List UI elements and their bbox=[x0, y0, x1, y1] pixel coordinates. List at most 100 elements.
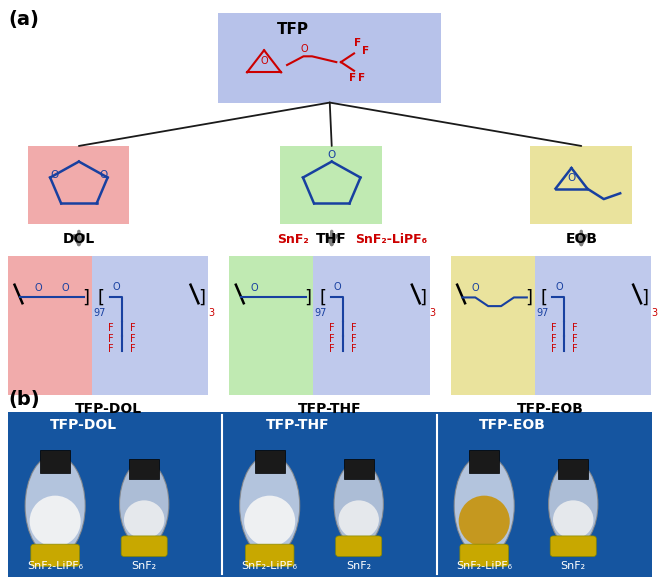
Text: F: F bbox=[108, 345, 114, 354]
FancyBboxPatch shape bbox=[460, 544, 508, 566]
Text: F: F bbox=[349, 73, 356, 83]
Text: O: O bbox=[260, 56, 268, 66]
Text: ]: ] bbox=[420, 288, 426, 306]
Text: F: F bbox=[108, 322, 114, 332]
Text: TFP: TFP bbox=[277, 21, 310, 37]
Text: SnF₂: SnF₂ bbox=[346, 561, 372, 571]
Text: O: O bbox=[62, 283, 69, 293]
Ellipse shape bbox=[548, 461, 598, 547]
Text: [: [ bbox=[541, 288, 547, 306]
Text: ]: ] bbox=[304, 288, 311, 306]
Text: F: F bbox=[129, 322, 135, 332]
Text: 97: 97 bbox=[94, 308, 106, 318]
Bar bbox=[558, 459, 588, 479]
Text: TFP-EOB: TFP-EOB bbox=[478, 418, 546, 432]
Bar bbox=[229, 256, 314, 394]
Ellipse shape bbox=[339, 500, 379, 539]
Ellipse shape bbox=[30, 496, 81, 547]
Text: SnF₂-LiPF₆: SnF₂-LiPF₆ bbox=[242, 561, 298, 571]
FancyBboxPatch shape bbox=[550, 536, 596, 557]
Text: 3: 3 bbox=[651, 308, 657, 318]
Text: O: O bbox=[568, 173, 576, 184]
Text: TFP-THF: TFP-THF bbox=[298, 401, 361, 415]
Ellipse shape bbox=[334, 461, 383, 547]
Text: THF: THF bbox=[316, 231, 347, 246]
Text: F: F bbox=[129, 334, 135, 344]
Text: F: F bbox=[329, 322, 335, 332]
Ellipse shape bbox=[244, 496, 295, 547]
Text: F: F bbox=[572, 322, 578, 332]
Ellipse shape bbox=[124, 500, 164, 539]
Text: 3: 3 bbox=[209, 308, 214, 318]
Text: O: O bbox=[471, 283, 479, 293]
Text: F: F bbox=[351, 322, 356, 332]
Text: EOB: EOB bbox=[565, 231, 597, 246]
Text: O: O bbox=[100, 170, 108, 180]
FancyBboxPatch shape bbox=[31, 544, 79, 566]
Text: DOL: DOL bbox=[63, 231, 95, 246]
Text: TFP-THF: TFP-THF bbox=[266, 418, 329, 432]
Text: 97: 97 bbox=[315, 308, 327, 318]
Text: F: F bbox=[358, 73, 366, 83]
FancyBboxPatch shape bbox=[246, 544, 294, 566]
Bar bbox=[451, 256, 535, 394]
Text: O: O bbox=[50, 170, 58, 180]
Ellipse shape bbox=[553, 500, 593, 539]
Text: F: F bbox=[329, 345, 335, 354]
Bar bbox=[469, 450, 499, 473]
Text: SnF₂: SnF₂ bbox=[131, 561, 156, 571]
Text: F: F bbox=[329, 334, 335, 344]
Text: F: F bbox=[108, 334, 114, 344]
Text: O: O bbox=[34, 283, 42, 293]
Text: TFP-DOL: TFP-DOL bbox=[75, 401, 142, 415]
Text: ]: ] bbox=[198, 288, 205, 306]
Text: SnF₂: SnF₂ bbox=[561, 561, 586, 571]
Text: F: F bbox=[550, 322, 556, 332]
Bar bbox=[28, 146, 129, 224]
Text: F: F bbox=[572, 334, 578, 344]
Text: F: F bbox=[550, 334, 556, 344]
Bar bbox=[344, 459, 374, 479]
Bar bbox=[280, 146, 382, 224]
Bar bbox=[129, 459, 159, 479]
Bar bbox=[535, 256, 651, 394]
Text: SnF₂: SnF₂ bbox=[277, 234, 309, 246]
Ellipse shape bbox=[459, 496, 510, 547]
Bar bbox=[255, 450, 284, 473]
Bar bbox=[530, 146, 632, 224]
Bar bbox=[40, 450, 70, 473]
Text: O: O bbox=[113, 282, 120, 292]
Text: O: O bbox=[327, 150, 336, 160]
Bar bbox=[8, 256, 92, 394]
Text: 97: 97 bbox=[536, 308, 548, 318]
Text: (b): (b) bbox=[8, 390, 40, 409]
Text: F: F bbox=[129, 345, 135, 354]
Text: SnF₂-LiPF₆: SnF₂-LiPF₆ bbox=[456, 561, 512, 571]
Text: SnF₂-LiPF₆: SnF₂-LiPF₆ bbox=[354, 234, 427, 246]
Text: TFP-EOB: TFP-EOB bbox=[517, 401, 584, 415]
Text: ]: ] bbox=[641, 288, 648, 306]
FancyBboxPatch shape bbox=[121, 536, 167, 557]
Text: F: F bbox=[572, 345, 578, 354]
Text: F: F bbox=[550, 345, 556, 354]
Text: O: O bbox=[555, 282, 563, 292]
Text: ]: ] bbox=[82, 288, 90, 306]
Text: 3: 3 bbox=[430, 308, 436, 318]
Text: O: O bbox=[334, 282, 341, 292]
Text: F: F bbox=[351, 345, 356, 354]
Text: TFP-DOL: TFP-DOL bbox=[50, 418, 117, 432]
Text: [: [ bbox=[98, 288, 105, 306]
Ellipse shape bbox=[25, 455, 85, 557]
Text: ]: ] bbox=[525, 288, 533, 306]
Bar bbox=[314, 256, 430, 394]
Bar bbox=[8, 412, 651, 577]
FancyBboxPatch shape bbox=[336, 536, 381, 557]
Text: SnF₂-LiPF₆: SnF₂-LiPF₆ bbox=[27, 561, 83, 571]
Text: F: F bbox=[362, 45, 370, 56]
Bar bbox=[218, 13, 442, 103]
Bar bbox=[92, 256, 209, 394]
Text: (a): (a) bbox=[8, 10, 39, 29]
Text: F: F bbox=[354, 38, 361, 48]
Ellipse shape bbox=[454, 455, 514, 557]
Ellipse shape bbox=[119, 461, 169, 547]
